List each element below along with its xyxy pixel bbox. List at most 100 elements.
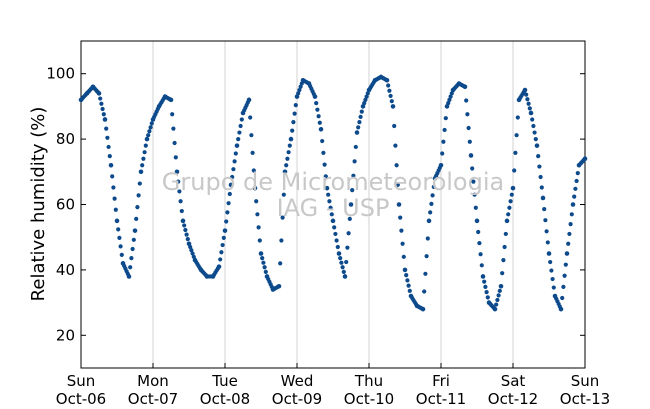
- data-point: [186, 241, 192, 247]
- x-tick-date: Oct-08: [200, 390, 250, 408]
- x-tick-day: Tue: [211, 372, 238, 390]
- data-point-interp: [387, 88, 392, 93]
- data-point: [402, 267, 408, 273]
- data-point-interp: [536, 154, 541, 159]
- data-point-interp: [239, 117, 244, 122]
- data-point-interp: [359, 109, 364, 114]
- data-point-interp: [477, 240, 482, 246]
- data-point-interp: [149, 121, 154, 126]
- data-point-interp: [338, 256, 343, 261]
- data-point-interp: [425, 236, 430, 241]
- data-point-interp: [543, 218, 548, 223]
- data-points: [78, 74, 588, 312]
- data-point-interp: [297, 87, 302, 93]
- data-point-interp: [173, 155, 178, 160]
- data-point-interp: [117, 235, 122, 240]
- data-point-interp: [141, 156, 146, 161]
- data-point-interp: [399, 228, 404, 233]
- data-point: [102, 117, 108, 122]
- data-point-interp: [134, 216, 139, 221]
- watermark-line-1: Grupo de Micrometeorologia: [162, 168, 504, 196]
- data-point-interp: [388, 93, 393, 99]
- data-point-interp: [326, 192, 331, 197]
- data-point-interp: [105, 135, 110, 140]
- data-point: [252, 185, 258, 191]
- data-point-interp: [335, 244, 340, 250]
- x-tick-date: Oct-12: [488, 390, 538, 408]
- y-tick-label: 40: [56, 261, 75, 279]
- data-point-interp: [176, 179, 181, 184]
- data-point-interp: [230, 174, 235, 180]
- data-point-interp: [290, 128, 295, 133]
- data-point: [126, 274, 132, 279]
- data-point: [312, 94, 318, 99]
- data-point-interp: [183, 227, 188, 233]
- y-tick-label: 100: [46, 65, 75, 83]
- data-point-interp: [350, 188, 355, 193]
- data-point-interp: [514, 133, 519, 138]
- data-point: [132, 228, 138, 233]
- data-point-interp: [466, 125, 471, 131]
- data-point: [480, 274, 486, 279]
- data-point-interp: [533, 137, 538, 142]
- data-point-interp: [394, 163, 399, 168]
- data-point-interp: [515, 115, 520, 120]
- data-point-interp: [398, 215, 403, 220]
- data-point-interp: [332, 225, 337, 230]
- data-point-interp: [188, 244, 193, 250]
- data-point-interp: [441, 139, 446, 144]
- data-point: [258, 251, 264, 256]
- data-point-interp: [130, 246, 135, 252]
- data-point-interp: [171, 126, 176, 131]
- x-tick-day: Thu: [354, 372, 383, 390]
- data-point: [540, 195, 546, 201]
- data-point: [534, 143, 540, 148]
- data-point: [558, 306, 564, 312]
- data-point-interp: [328, 205, 333, 210]
- data-point: [276, 283, 282, 289]
- data-point: [546, 251, 552, 256]
- data-point-interp: [422, 289, 427, 294]
- data-point-interp: [179, 208, 184, 214]
- data-point: [426, 218, 432, 224]
- data-point-interp: [472, 192, 477, 197]
- data-point-interp: [423, 271, 428, 276]
- data-point: [138, 169, 144, 175]
- data-point: [438, 162, 444, 168]
- data-point-interp: [357, 119, 362, 125]
- data-point-interp: [473, 205, 478, 210]
- data-point-interp: [574, 178, 579, 184]
- data-point: [348, 202, 354, 207]
- data-point: [108, 162, 114, 168]
- data-point-interp: [135, 205, 140, 210]
- data-point-interp: [249, 133, 254, 138]
- data-point: [504, 218, 510, 224]
- data-point-interp: [538, 174, 543, 180]
- x-tick-day: Wed: [281, 372, 314, 390]
- data-point-interp: [248, 115, 253, 120]
- data-point: [234, 143, 240, 148]
- data-point-interp: [284, 163, 289, 168]
- data-point-interp: [100, 106, 105, 112]
- data-point-interp: [562, 273, 567, 278]
- data-point-interp: [482, 279, 487, 284]
- data-point-interp: [358, 114, 363, 119]
- data-point-interp: [568, 222, 573, 227]
- data-point-interp: [465, 112, 470, 117]
- data-point-interp: [250, 150, 255, 155]
- data-point: [246, 97, 252, 103]
- y-tick-label: 60: [56, 196, 75, 214]
- data-point-interp: [345, 245, 350, 250]
- data-point-interp: [442, 127, 447, 133]
- data-point-interp: [280, 215, 285, 220]
- data-point-interp: [262, 265, 267, 270]
- data-point: [564, 251, 570, 256]
- data-point-interp: [291, 119, 296, 125]
- data-point-interp: [106, 144, 111, 150]
- data-point-interp: [119, 252, 124, 257]
- data-point-interp: [526, 101, 531, 106]
- data-point-interp: [573, 186, 578, 191]
- data-point-interp: [353, 144, 358, 150]
- data-point-interp: [496, 293, 501, 298]
